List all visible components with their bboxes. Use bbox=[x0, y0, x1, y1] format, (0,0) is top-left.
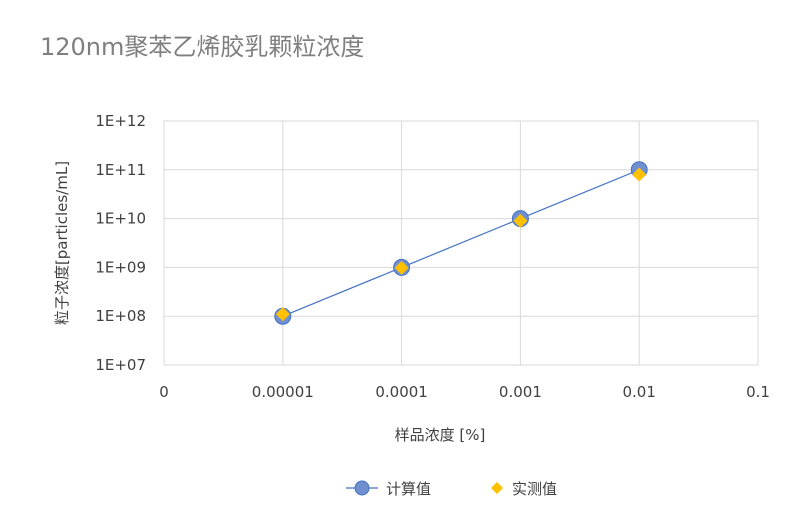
y-tick-label: 1E+10 bbox=[95, 210, 146, 228]
data-point-diamond bbox=[513, 213, 528, 228]
x-tick-label: 0.1 bbox=[746, 383, 770, 401]
x-tick-labels: 0 0.00001 0.0001 0.001 0.01 0.1 bbox=[159, 383, 770, 401]
series-line bbox=[282, 169, 640, 317]
y-axis-label: 粒子浓度[particles/mL] bbox=[53, 161, 71, 325]
legend-label: 计算值 bbox=[386, 480, 431, 498]
series-2 bbox=[275, 167, 647, 322]
series-layer bbox=[274, 161, 648, 325]
data-point-diamond bbox=[632, 167, 647, 182]
data-point-diamond bbox=[275, 307, 290, 322]
y-tick-label: 1E+07 bbox=[95, 356, 146, 374]
legend-item-calculated: 计算值 bbox=[346, 480, 431, 498]
y-tick-labels: 1E+07 1E+08 1E+09 1E+10 1E+11 1E+12 bbox=[95, 112, 146, 374]
data-point-diamond bbox=[394, 260, 409, 275]
x-tick-label: 0.00001 bbox=[252, 383, 314, 401]
x-tick-label: 0.001 bbox=[499, 383, 542, 401]
legend-item-measured: 实测值 bbox=[491, 480, 557, 498]
legend: 计算值 实测值 bbox=[346, 480, 557, 498]
legend-diamond-marker bbox=[491, 482, 503, 494]
x-tick-label: 0 bbox=[159, 383, 169, 401]
y-tick-label: 1E+09 bbox=[95, 258, 146, 276]
chart-title: 120nm聚苯乙烯胶乳颗粒浓度 bbox=[40, 33, 364, 61]
gridlines bbox=[163, 120, 759, 366]
x-tick-label: 0.0001 bbox=[375, 383, 428, 401]
y-tick-label: 1E+11 bbox=[95, 161, 146, 179]
legend-circle-marker bbox=[354, 480, 370, 496]
x-axis-label: 样品浓度 [%] bbox=[395, 426, 486, 444]
y-tick-label: 1E+12 bbox=[95, 112, 146, 130]
series-1 bbox=[274, 161, 648, 325]
x-tick-label: 0.01 bbox=[622, 383, 655, 401]
legend-label: 实测值 bbox=[512, 480, 557, 498]
y-tick-label: 1E+08 bbox=[95, 307, 146, 325]
